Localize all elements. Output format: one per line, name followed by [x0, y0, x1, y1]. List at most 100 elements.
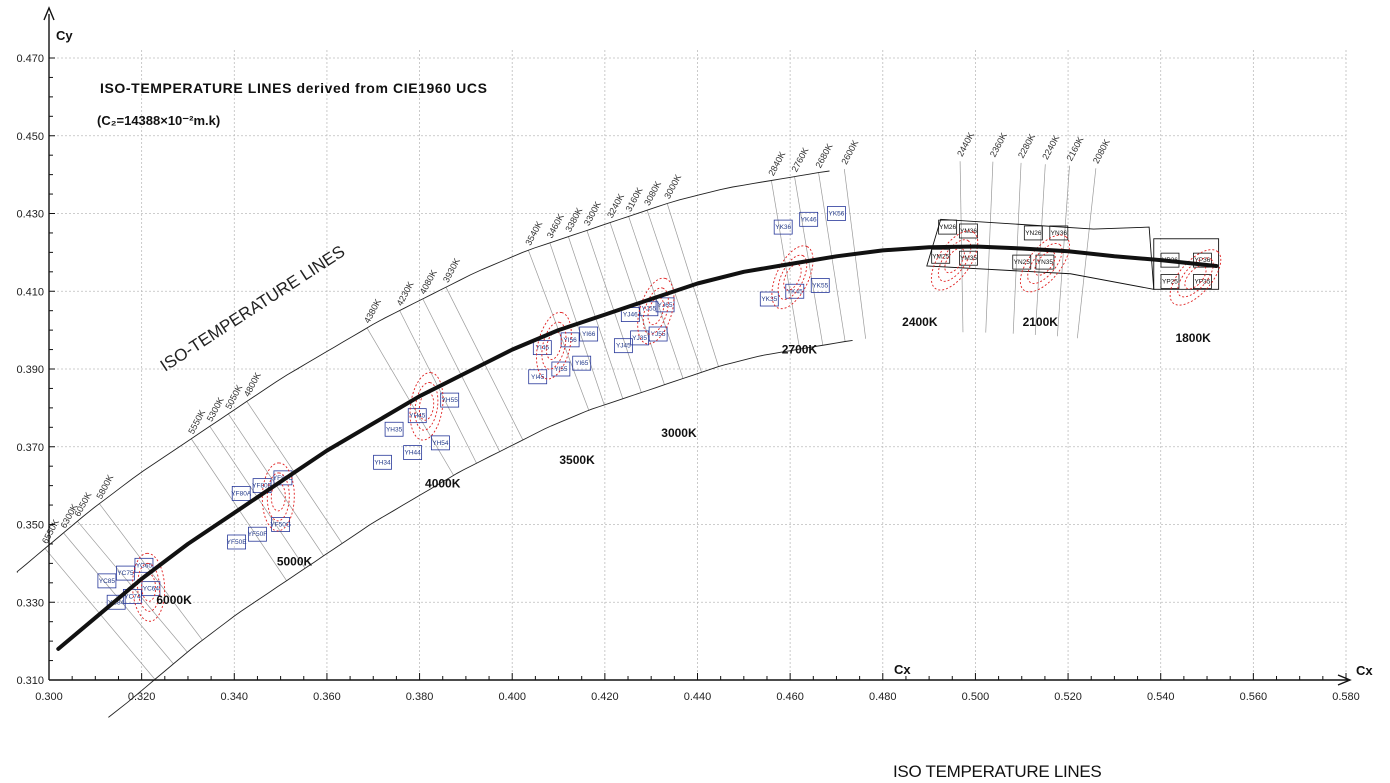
macadam-ellipse	[1177, 257, 1214, 298]
iso-line-label: 6050K	[72, 490, 93, 518]
bin-label: YP36	[1194, 257, 1210, 264]
bin-cell	[227, 534, 247, 550]
iso-line-label: 2240K	[1040, 133, 1061, 161]
x-tick-label: 0.540	[1147, 691, 1175, 703]
macadam-ellipse	[266, 472, 290, 522]
macadam-ellipse	[771, 245, 814, 310]
bin-cell	[759, 291, 779, 307]
x-axis-inner-label: Cx	[894, 662, 911, 677]
iso-line-label: 3240K	[605, 192, 626, 220]
cct-label: 4000K	[425, 477, 461, 491]
bin-label: YK56	[829, 211, 845, 218]
bin-label: YF80A	[231, 490, 252, 497]
iso-line-label: 4080K	[418, 268, 439, 296]
bin-cell	[407, 408, 427, 424]
y-tick-label: 0.470	[16, 53, 44, 65]
iso-line-label: 2840K	[766, 150, 787, 178]
y-axis-label: Cy	[56, 28, 73, 43]
x-tick-label: 0.580	[1332, 691, 1360, 703]
macadam-ellipse	[1034, 251, 1056, 276]
bin-label: YN36	[1051, 230, 1068, 237]
bin-label: YI56	[563, 337, 577, 344]
macadam-ellipse	[536, 311, 572, 380]
bin-cell	[655, 297, 675, 313]
bin-label: YC65	[136, 562, 153, 569]
x-tick-label: 0.340	[221, 691, 249, 703]
x-tick-label: 0.360	[313, 691, 341, 703]
bin-cell	[938, 219, 958, 235]
bin-label: YF50G	[270, 522, 291, 529]
macadam-ellipse	[937, 239, 972, 282]
x-tick-label: 0.500	[962, 691, 990, 703]
bin-label: YF80B	[252, 483, 272, 490]
band-lower-boundary	[108, 339, 853, 718]
x-tick-label: 0.560	[1240, 691, 1268, 703]
macadam-ellipse	[777, 254, 808, 300]
right-band-outline	[926, 218, 1155, 290]
chart-title: ISO-TEMPERATURE LINES derived from CIE19…	[100, 80, 488, 96]
macadam-ellipse	[1184, 265, 1207, 290]
bin-cell	[440, 392, 460, 408]
cct-label: 6000K	[156, 593, 192, 607]
iso-line-label: 2760K	[789, 146, 810, 174]
y-tick-label: 0.410	[16, 286, 44, 298]
iso-line-label: 3930K	[441, 256, 462, 284]
x-tick-label: 0.440	[684, 691, 712, 703]
footer-caption: ISO TEMPERATURE LINES	[893, 762, 1102, 781]
y-tick-label: 0.350	[16, 520, 44, 532]
macadam-ellipse	[1169, 249, 1222, 306]
iso-line-label: 5550K	[186, 408, 207, 436]
bin-label: YK45	[787, 288, 803, 295]
bin-label: YF50E	[227, 539, 248, 546]
bin-label: YC84	[108, 599, 125, 606]
bin-cell	[271, 517, 291, 532]
macadam-ellipse	[1019, 234, 1070, 293]
iso-line-label: 3540K	[523, 219, 544, 247]
y-tick-label: 0.310	[16, 675, 44, 687]
bin-label: YM26	[939, 224, 956, 231]
cct-label: 1800K	[1175, 331, 1211, 345]
macadam-ellipse	[1027, 242, 1063, 284]
bin-cell	[1012, 254, 1032, 270]
bin-label: YM25	[932, 253, 949, 260]
bin-label: YC75	[117, 570, 134, 577]
bin-cell	[532, 340, 552, 356]
bin-label: YH55	[442, 397, 459, 404]
bin-label: YP35	[1194, 279, 1210, 286]
x-tick-label: 0.320	[128, 691, 156, 703]
iso-line-label: 3080K	[642, 179, 663, 207]
axes: 0.300 0.320 0.340 0.360 0.380 0.400 0.420 0.440…	[16, 6, 1360, 703]
bin-cell	[931, 248, 951, 264]
bin-label: YJ35	[632, 335, 647, 342]
x-tick-label: 0.380	[406, 691, 434, 703]
iso-line-label: 3380K	[563, 206, 584, 234]
bin-label: YK35	[761, 296, 777, 303]
cct-label: 2100K	[1023, 315, 1059, 329]
y-tick-label: 0.450	[16, 131, 44, 143]
bin-label: YN35	[1037, 259, 1054, 266]
iso-line-label: 3160K	[624, 186, 645, 214]
bin-cell	[384, 421, 404, 437]
bin-label: YC64	[143, 586, 160, 593]
bin-cell	[97, 573, 117, 589]
x-tick-label: 0.480	[869, 691, 897, 703]
iso-line-label: 2360K	[988, 131, 1009, 159]
x-axis-label: Cx	[1356, 663, 1373, 678]
bin-label: YH54	[432, 440, 449, 447]
y-tick-label: 0.330	[16, 597, 44, 609]
macadam-ellipse	[414, 382, 439, 431]
x-tick-label: 0.300	[35, 691, 63, 703]
x-tick-label: 0.460	[776, 691, 804, 703]
box-1800k	[1153, 238, 1220, 290]
chart-texts: ISO-TEMPERATURE LINES derived from CIE19…	[56, 28, 1373, 678]
cct-label: 2700K	[782, 342, 818, 356]
bin-label: YN26	[1025, 230, 1042, 237]
macadam-ellipse	[944, 247, 965, 274]
bin-cell	[431, 435, 450, 451]
iso-line-label: 2600K	[839, 138, 860, 166]
bin-label: YI65	[575, 360, 589, 367]
iso-line-label: 5050K	[223, 383, 244, 411]
bin-label: YM35	[960, 255, 977, 262]
iso-line-label: 5800K	[94, 473, 115, 501]
bin-label: YN25	[1014, 259, 1031, 266]
